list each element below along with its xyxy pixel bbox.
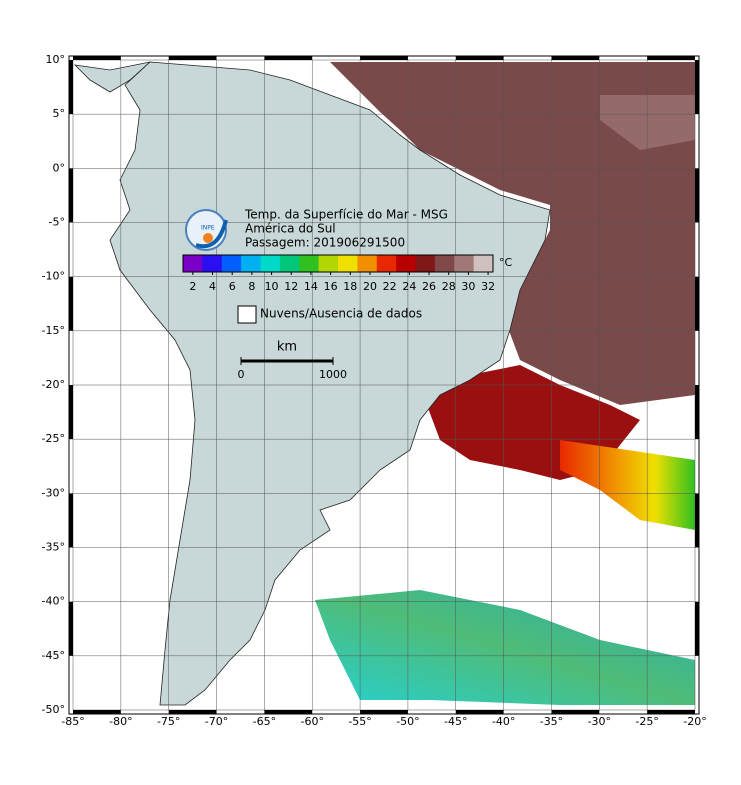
- logo: INPE: [185, 209, 228, 251]
- colorbar-tick-label: 10: [265, 280, 279, 293]
- x-tick-label: -50°: [396, 715, 419, 728]
- legend-label: Nuvens/Ausencia de dados: [260, 307, 422, 321]
- frame-segment: [69, 276, 73, 331]
- colorbar-cell: [202, 255, 223, 272]
- y-tick-label: 0°: [53, 161, 66, 174]
- y-tick-label: 10°: [46, 53, 66, 66]
- x-tick-label: -70°: [205, 715, 228, 728]
- colorbar-tick-label: 14: [304, 280, 318, 293]
- colorbar-tick-label: 24: [402, 280, 416, 293]
- colorbar-cell: [338, 255, 358, 272]
- colorbar-tick-label: 28: [442, 280, 456, 293]
- x-tick-label: -75°: [157, 715, 180, 728]
- x-tick-label: -45°: [444, 715, 467, 728]
- scale-tick-label: 0: [238, 368, 245, 381]
- colorbar-cell: [473, 255, 494, 272]
- x-tick-label: -25°: [635, 715, 658, 728]
- frame-segment: [695, 60, 699, 115]
- frame-segment: [69, 385, 73, 440]
- frame-segment: [73, 710, 121, 714]
- frame-segment: [168, 56, 217, 60]
- title-line: Passagem: 201906291500: [245, 236, 405, 250]
- y-tick-label: -25°: [42, 432, 65, 445]
- frame-segment: [695, 493, 699, 548]
- frame-segment: [360, 710, 408, 714]
- frame-segment: [695, 385, 699, 440]
- sst-field: [315, 62, 695, 705]
- y-tick-label: -40°: [42, 595, 65, 608]
- frame-segment: [69, 168, 73, 223]
- y-tick-label: -30°: [42, 486, 65, 499]
- colorbar-tick-label: 16: [324, 280, 338, 293]
- colorbar-cell: [183, 255, 203, 272]
- x-tick-label: -85°: [61, 715, 84, 728]
- frame-segment: [695, 276, 699, 331]
- colorbar-tick-label: 18: [343, 280, 357, 293]
- scale-tick-label: 1000: [319, 368, 347, 381]
- frame-segment: [551, 56, 600, 60]
- colorbar-cell: [357, 255, 378, 272]
- colorbar-tick-label: 8: [248, 280, 255, 293]
- colorbar-cell: [396, 255, 416, 272]
- y-tick-label: 5°: [53, 107, 66, 120]
- colorbar-unit: °C: [499, 256, 513, 269]
- x-tick-label: -30°: [588, 715, 611, 728]
- colorbar-cell: [454, 255, 475, 272]
- colorbar-cell: [376, 255, 397, 272]
- colorbar-cell: [221, 255, 242, 272]
- x-tick-label: -60°: [300, 715, 323, 728]
- frame-segment: [455, 56, 504, 60]
- colorbar-tick-label: 6: [229, 280, 236, 293]
- frame-segment: [695, 168, 699, 223]
- frame-segment: [168, 710, 217, 714]
- scale-unit: km: [277, 340, 297, 355]
- colorbar-tick-label: 2: [189, 280, 196, 293]
- y-tick-label: -10°: [42, 270, 65, 283]
- frame-segment: [695, 601, 699, 656]
- frame-segment: [73, 56, 121, 60]
- frame-segment: [264, 710, 313, 714]
- colorbar-tick-label: 22: [383, 280, 397, 293]
- colorbar-tick-label: 4: [209, 280, 216, 293]
- frame-segment: [647, 56, 695, 60]
- x-tick-label: -35°: [540, 715, 563, 728]
- x-tick-label: -20°: [683, 715, 706, 728]
- colorbar-cell: [434, 255, 455, 272]
- y-tick-label: -5°: [49, 216, 65, 229]
- colorbar-tick-label: 26: [422, 280, 436, 293]
- x-tick-label: -40°: [492, 715, 515, 728]
- colorbar-tick-label: 12: [284, 280, 298, 293]
- colorbar-tick-label: 30: [461, 280, 475, 293]
- frame-segment: [647, 710, 695, 714]
- title-line: América do Sul: [245, 222, 336, 236]
- x-tick-label: -55°: [348, 715, 371, 728]
- colorbar-cell: [415, 255, 436, 272]
- colorbar-cell: [260, 255, 281, 272]
- title-line: Temp. da Superfície do Mar - MSG: [244, 208, 448, 222]
- frame-segment: [69, 601, 73, 656]
- y-tick-label: -35°: [42, 541, 65, 554]
- colorbar-outline: [182, 254, 494, 273]
- colorbar-cell: [241, 255, 261, 272]
- frame-segment: [69, 60, 73, 115]
- y-tick-label: -50°: [42, 703, 65, 716]
- colorbar-tick-label: 20: [363, 280, 377, 293]
- y-tick-label: -15°: [42, 324, 65, 337]
- colorbar-cell: [299, 255, 320, 272]
- logo-text: INPE: [201, 225, 215, 232]
- frame-segment: [264, 56, 313, 60]
- frame-segment: [69, 493, 73, 548]
- frame-segment: [360, 56, 408, 60]
- y-tick-label: -20°: [42, 378, 65, 391]
- colorbar-cell: [318, 255, 339, 272]
- x-tick-label: -65°: [253, 715, 276, 728]
- frame-segment: [551, 710, 600, 714]
- legend-swatch: [237, 305, 257, 324]
- y-tick-label: -45°: [42, 649, 65, 662]
- x-tick-label: -80°: [109, 715, 132, 728]
- frame-segment: [455, 710, 504, 714]
- colorbar-cell: [279, 255, 300, 272]
- colorbar-tick-label: 32: [481, 280, 495, 293]
